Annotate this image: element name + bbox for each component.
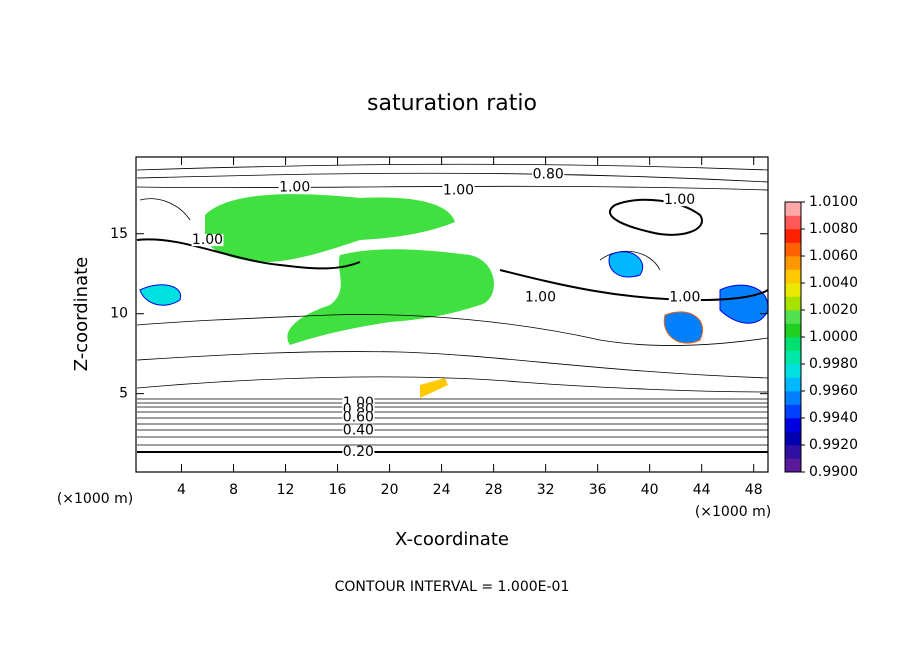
x-tick-label: 36 [589, 482, 607, 498]
contour-label: 0.20 [343, 444, 374, 460]
contour-label-bg [278, 181, 311, 194]
contour-label: 0.40 [343, 422, 374, 438]
colorbar-band [785, 431, 801, 446]
contour-label-bg [191, 234, 224, 247]
x-tick-label: 48 [745, 482, 763, 498]
colorbar-band [785, 283, 801, 297]
colorbar-band [785, 256, 801, 270]
colorbar-band [785, 364, 801, 378]
colorbar-band [785, 458, 801, 473]
colorbar-tick-label: 1.0020 [809, 302, 858, 318]
colorbar-tick-label: 0.9920 [809, 437, 858, 453]
colorbar-band [785, 202, 801, 216]
colorbar-band [785, 377, 801, 392]
colorbar-band [785, 418, 801, 432]
x-tick-label: 24 [433, 482, 451, 498]
contour-label-bg [524, 291, 557, 304]
y-axis-label: Z-coordinate [71, 257, 92, 372]
contour-note: CONTOUR INTERVAL = 1.000E-01 [335, 579, 570, 595]
colorbar-tick-label: 0.9940 [809, 410, 858, 426]
colorbar-band [785, 310, 801, 324]
colorbar-band [785, 404, 801, 419]
contour-label: 1.00 [192, 232, 223, 248]
colorbar-band [785, 391, 801, 405]
contour-label-bg [442, 184, 475, 197]
x-tick-label: 4 [177, 482, 186, 498]
stratified-contours [137, 398, 768, 453]
colorbar-tick-label: 0.9980 [809, 356, 858, 372]
contour-label: 1.00 [279, 179, 310, 195]
contour-label-bg [668, 291, 701, 304]
y-tick-label: 10 [110, 306, 128, 322]
contour-label: 0.60 [343, 410, 374, 426]
colorbar-tick-label: 1.0080 [809, 221, 858, 237]
contour-label: 1.00 [525, 290, 556, 306]
x-tick-label: 12 [277, 482, 295, 498]
contour-label-bg [342, 446, 375, 459]
contour-label: 1.00 [669, 290, 700, 306]
contour-label-bg [342, 424, 375, 437]
colorbar-tick-label: 1.0000 [809, 329, 858, 345]
colorbar-band [785, 269, 801, 284]
x-axis-label: X-coordinate [395, 529, 509, 550]
x-unit-left: (×1000 m) [57, 491, 133, 507]
contour-label-bg [342, 411, 375, 424]
colorbar-tick-label: 1.0100 [809, 194, 858, 210]
colorbar-band [785, 323, 801, 338]
colorbar-band [785, 445, 801, 459]
colorbar-tick-label: 1.0060 [809, 248, 858, 264]
colorbar-band [785, 296, 801, 311]
x-tick-label: 40 [641, 482, 659, 498]
colorbar-tick-label: 1.0040 [809, 275, 858, 291]
field-shading [136, 163, 769, 398]
contour-label: 0.80 [533, 167, 564, 183]
y-tick-label: 15 [110, 226, 128, 242]
x-tick-label: 28 [485, 482, 503, 498]
colorbar-tick-label: 0.9960 [809, 383, 858, 399]
colorbar-band [785, 337, 801, 351]
colorbar-band [785, 215, 801, 230]
colorbar-band [785, 229, 801, 243]
contour-label-bg [532, 168, 565, 181]
x-tick-label: 8 [229, 482, 238, 498]
x-tick-label: 16 [329, 482, 347, 498]
colorbar-band [785, 350, 801, 365]
plot-frame [135, 156, 769, 473]
colorbar-tick-label: 0.9900 [809, 464, 858, 480]
contour-label: 1.00 [664, 192, 695, 208]
x-unit-right: (×1000 m) [695, 504, 771, 520]
chart-title: saturation ratio [367, 91, 537, 116]
colorbar-band [785, 242, 801, 257]
contour-label-bg [663, 194, 696, 207]
contour-label: 1.00 [443, 183, 474, 199]
y-tick-label: 5 [119, 386, 128, 402]
x-tick-label: 20 [381, 482, 399, 498]
x-tick-label: 44 [693, 482, 711, 498]
x-tick-label: 32 [537, 482, 555, 498]
